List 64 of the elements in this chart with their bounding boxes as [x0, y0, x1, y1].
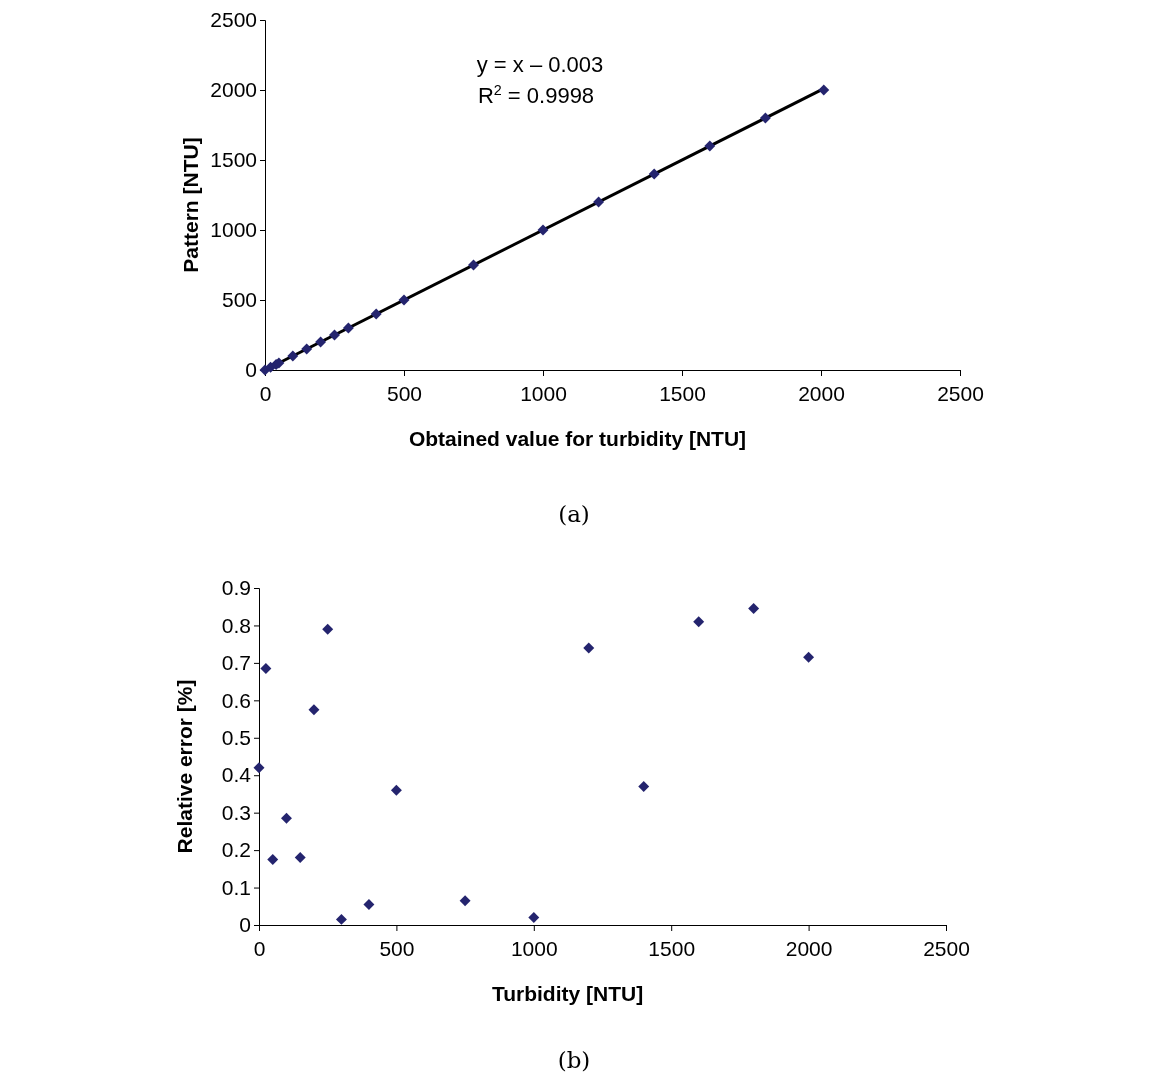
y-axis-title: Relative error [%] [173, 679, 196, 854]
point [335, 913, 347, 925]
point [253, 762, 265, 774]
point [818, 84, 830, 96]
point [342, 322, 354, 334]
point [638, 780, 650, 792]
y-tick-label: 0.8 [221, 613, 251, 637]
point [390, 784, 402, 796]
x-tick-label: 500 [386, 382, 423, 406]
x-tick-label: 2500 [923, 937, 970, 961]
point [537, 224, 549, 236]
y-tick-label: 0.3 [221, 800, 251, 824]
y-tick-label: 500 [221, 288, 257, 312]
point [459, 895, 471, 907]
point [528, 912, 540, 923]
point [370, 308, 382, 320]
x-axis-title: Turbidity [NTU] [491, 982, 644, 1005]
x-tick-label: 1500 [648, 937, 696, 961]
y-tick-label: 1000 [210, 218, 257, 242]
point [267, 854, 279, 865]
point [260, 663, 272, 674]
y-tick-label: 0.6 [221, 688, 251, 712]
x-tick-label: 500 [379, 937, 415, 961]
point [704, 140, 716, 152]
y-axis-title: Pattern [NTU] [179, 137, 202, 273]
point [693, 616, 705, 628]
y-tick-label: 0.1 [221, 875, 251, 899]
point [648, 168, 660, 180]
point [803, 651, 815, 663]
point [315, 336, 327, 348]
y-tick-label: 0.5 [221, 726, 251, 749]
point [281, 812, 292, 824]
text: (a) [558, 501, 590, 527]
point [759, 112, 771, 124]
point [583, 642, 595, 654]
point [294, 852, 306, 864]
x-tick-label: 1000 [510, 937, 558, 961]
y-tick-label: 0 [245, 358, 257, 382]
y-tick-label: 0.7 [221, 651, 251, 675]
y-tick-label: 0 [239, 913, 251, 937]
x-tick-label: 2500 [937, 382, 984, 406]
x-tick-label: 0 [259, 382, 272, 406]
y-tick-label: 1500 [210, 148, 257, 172]
point [593, 196, 605, 208]
y-tick-label: 0.2 [221, 838, 251, 862]
x-tick-label: 1500 [659, 382, 706, 406]
point [748, 603, 760, 615]
y-tick-label: 0.9 [221, 576, 251, 600]
annotation: R$^{2}$ = 0.9998 [477, 82, 595, 108]
annotation: y = x – 0.003 [476, 52, 604, 77]
point [322, 623, 334, 635]
y-tick-label: 2000 [210, 78, 257, 102]
point [363, 898, 375, 910]
y-tick-label: 2500 [210, 8, 257, 32]
point [398, 294, 410, 306]
x-tick-label: 1000 [520, 382, 567, 406]
point [308, 704, 320, 716]
x-axis-title: Obtained value for turbidity [NTU] [408, 427, 747, 450]
x-tick-label: 2000 [798, 382, 845, 406]
text: (b) [557, 1047, 591, 1073]
point [301, 343, 313, 355]
x-tick-label: 2000 [785, 937, 833, 961]
y-tick-label: 0.4 [221, 763, 252, 787]
point [287, 350, 299, 362]
